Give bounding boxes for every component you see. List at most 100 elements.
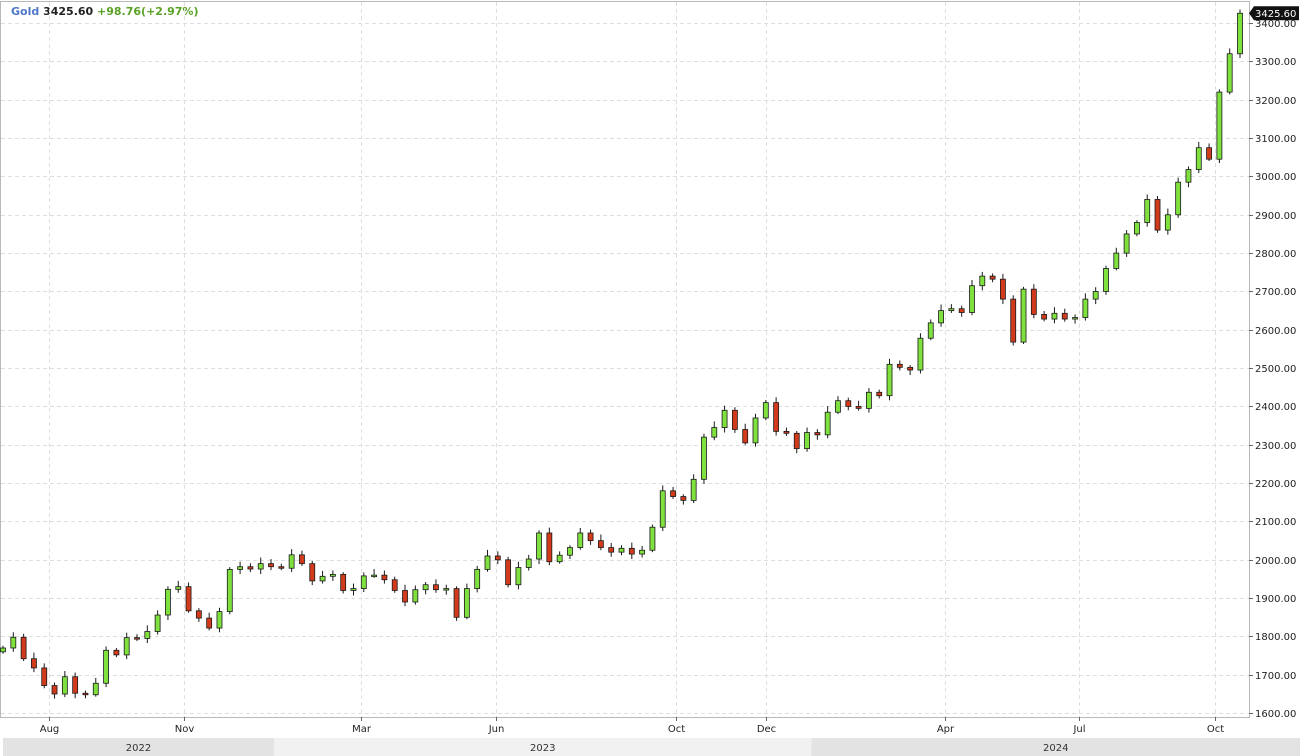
- y-tick-label: 2800.00: [1255, 249, 1296, 260]
- candle-body-down: [546, 532, 553, 563]
- candle-body-up: [927, 322, 934, 339]
- y-tick-label: 3300.00: [1255, 57, 1296, 68]
- candle-body-up: [1195, 147, 1202, 170]
- candle: [1103, 265, 1109, 295]
- candle: [824, 406, 831, 439]
- candle-body-up: [1226, 53, 1233, 93]
- candle: [804, 427, 810, 452]
- candle: [505, 556, 512, 588]
- candle-body-up: [577, 532, 584, 548]
- y-tick-label: 2300.00: [1255, 441, 1296, 452]
- candle-body-down: [1030, 288, 1037, 315]
- candle-body-up: [886, 363, 893, 397]
- candle-body-up: [690, 478, 697, 501]
- candle: [165, 586, 171, 621]
- candle: [1041, 311, 1048, 322]
- candle-body-down: [628, 547, 635, 555]
- candle: [484, 549, 491, 572]
- candle: [278, 563, 285, 571]
- y-tick-label: 2700.00: [1255, 287, 1296, 298]
- candle: [474, 565, 481, 593]
- candle-body-up: [1134, 222, 1140, 235]
- candle-body-down: [1010, 298, 1017, 343]
- candle: [92, 677, 99, 697]
- year-band: [811, 738, 1300, 756]
- candle: [938, 304, 944, 327]
- candle: [546, 527, 553, 566]
- candle: [144, 625, 151, 644]
- candle: [237, 561, 243, 574]
- candle: [1164, 208, 1171, 235]
- candle-body-down: [1041, 314, 1048, 320]
- candle-body-down: [845, 400, 852, 407]
- candle: [618, 545, 625, 556]
- candle: [422, 582, 429, 595]
- candle-body-up: [154, 614, 161, 632]
- candle: [319, 570, 326, 584]
- candle: [1185, 166, 1192, 188]
- candle-body-down: [773, 402, 780, 432]
- candle-body-up: [443, 588, 450, 591]
- candle-body-up: [866, 391, 872, 409]
- candle: [206, 612, 213, 631]
- candle-body-up: [144, 631, 151, 639]
- x-tick-label: Oct: [1207, 724, 1224, 735]
- candle: [659, 485, 666, 532]
- candle-body-up: [917, 337, 924, 371]
- candle-body-down: [896, 363, 903, 368]
- candle-body-down: [505, 559, 512, 586]
- candle: [1175, 177, 1182, 218]
- candle: [948, 304, 955, 313]
- candle: [402, 584, 408, 607]
- candle-body-up: [10, 636, 17, 649]
- candle-body-up: [329, 573, 336, 577]
- candle-body-down: [494, 555, 501, 561]
- year-band: [3, 738, 274, 756]
- candle: [185, 582, 192, 613]
- candle-body-up: [1103, 268, 1109, 292]
- candle-body-down: [453, 588, 460, 618]
- y-tick-label: 1800.00: [1255, 632, 1296, 643]
- candle: [154, 610, 161, 635]
- ticker-legend: Gold 3425.60 +98.76(+2.97%): [11, 5, 198, 18]
- candle: [288, 549, 295, 573]
- candle: [0, 645, 6, 654]
- candle-body-down: [855, 406, 862, 409]
- candle-body-up: [969, 285, 975, 313]
- year-band-label: 2022: [126, 743, 151, 754]
- candle-body-down: [670, 490, 676, 497]
- candle-body-down: [31, 658, 37, 669]
- candle: [309, 560, 316, 586]
- candle: [103, 646, 109, 688]
- candle: [742, 423, 749, 445]
- x-tick-label: Mar: [352, 724, 372, 735]
- candle: [793, 431, 800, 454]
- candle: [463, 583, 470, 620]
- year-band-label: 2023: [530, 743, 555, 754]
- candle-body-down: [195, 610, 202, 619]
- candle-body-down: [1154, 199, 1161, 231]
- candle-body-up: [659, 490, 666, 528]
- candle-body-down: [958, 308, 965, 313]
- candle-body-down: [20, 636, 27, 660]
- candle: [1237, 9, 1243, 58]
- candle-body-down: [1206, 147, 1212, 160]
- y-tick-label: 3100.00: [1255, 134, 1296, 145]
- candle: [1082, 293, 1089, 321]
- candle-body-up: [525, 558, 532, 568]
- candle-body-down: [907, 366, 914, 371]
- candle: [639, 546, 646, 558]
- candle: [340, 572, 347, 594]
- candle-body-up: [938, 310, 944, 324]
- candle-body-down: [41, 667, 48, 686]
- candle-body-up: [639, 549, 646, 555]
- candle: [577, 527, 584, 550]
- candle: [1020, 286, 1027, 344]
- candle: [443, 584, 450, 595]
- candle-body-up: [216, 611, 223, 629]
- candle-body-down: [206, 617, 213, 629]
- candle-body-down: [814, 432, 821, 436]
- candle: [494, 551, 501, 565]
- candle-body-up: [165, 588, 171, 616]
